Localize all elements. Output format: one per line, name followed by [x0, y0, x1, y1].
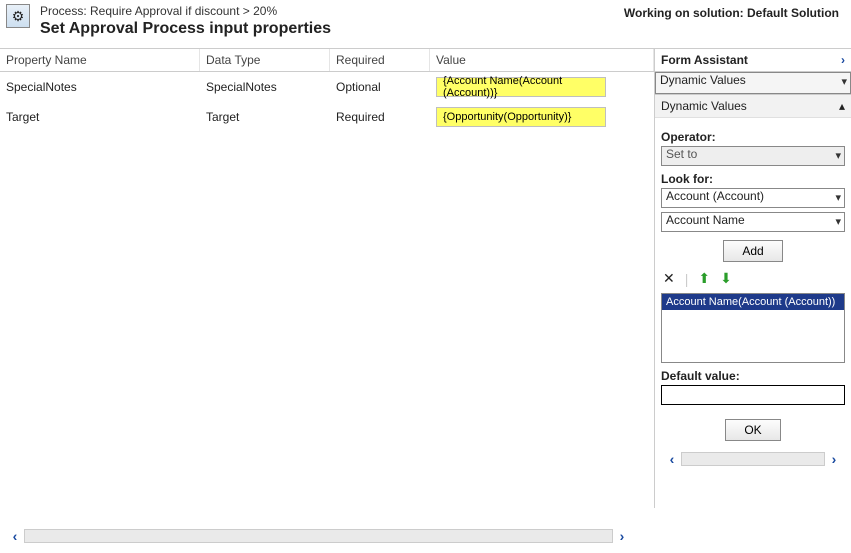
cell-required: Required [330, 110, 430, 124]
solution-prefix: Working on solution: [624, 6, 747, 20]
default-value-input[interactable] [661, 385, 845, 405]
ok-button[interactable]: OK [725, 419, 780, 441]
cell-name: Target [0, 110, 200, 124]
grid-header: Property Name Data Type Required Value [0, 48, 654, 72]
process-label-prefix: Process: [40, 4, 90, 18]
solution-name: Default Solution [747, 6, 839, 20]
move-down-icon[interactable]: ⬇ [720, 270, 732, 287]
process-line: Process: Require Approval if discount > … [40, 4, 624, 18]
solution-line: Working on solution: Default Solution [624, 6, 845, 20]
scroll-right-icon[interactable]: › [825, 451, 843, 467]
value-token[interactable]: {Opportunity(Opportunity)} [436, 107, 606, 127]
default-value-label: Default value: [661, 369, 845, 383]
cell-required: Optional [330, 80, 430, 94]
right-scrollbar[interactable]: ‹ › [661, 451, 845, 467]
lookfor-attribute-select[interactable]: Account Name [661, 212, 845, 232]
col-value[interactable]: Value [430, 49, 654, 71]
chevron-right-icon[interactable]: › [841, 53, 845, 67]
process-name: Require Approval if discount > 20% [90, 4, 277, 18]
scroll-left-icon[interactable]: ‹ [663, 451, 681, 467]
main-scrollbar[interactable]: ‹ › [6, 527, 631, 545]
col-required[interactable]: Required [330, 49, 430, 71]
cell-type: Target [200, 110, 330, 124]
cell-name: SpecialNotes [0, 80, 200, 94]
lookfor-label: Look for: [661, 172, 845, 186]
scroll-left-icon[interactable]: ‹ [6, 528, 24, 544]
table-row[interactable]: Target Target Required {Opportunity(Oppo… [0, 102, 654, 132]
cell-type: SpecialNotes [200, 80, 330, 94]
col-property-name[interactable]: Property Name [0, 49, 200, 71]
section-label: Dynamic Values [661, 99, 747, 113]
assistant-mode-select[interactable]: Dynamic Values [655, 72, 851, 94]
values-list[interactable]: Account Name(Account (Account)) [661, 293, 845, 363]
page-title: Set Approval Process input properties [40, 20, 624, 38]
move-up-icon[interactable]: ⬆ [698, 270, 710, 287]
scroll-track[interactable] [681, 452, 825, 466]
process-icon: ⚙ [6, 4, 30, 28]
form-assistant-label: Form Assistant [661, 53, 748, 67]
delete-icon[interactable]: ✕ [663, 270, 675, 287]
lookfor-entity-select[interactable]: Account (Account) [661, 188, 845, 208]
dynamic-values-section[interactable]: Dynamic Values ▴ [655, 95, 851, 118]
table-row[interactable]: SpecialNotes SpecialNotes Optional {Acco… [0, 72, 654, 102]
col-data-type[interactable]: Data Type [200, 49, 330, 71]
add-button[interactable]: Add [723, 240, 782, 262]
separator: | [685, 271, 689, 287]
grid-body: SpecialNotes SpecialNotes Optional {Acco… [0, 72, 654, 508]
scroll-track[interactable] [24, 529, 613, 543]
operator-label: Operator: [661, 130, 845, 144]
value-token[interactable]: {Account Name(Account (Account))} [436, 77, 606, 97]
form-assistant-title: Form Assistant › [655, 48, 851, 72]
list-item[interactable]: Account Name(Account (Account)) [662, 294, 844, 310]
scroll-right-icon[interactable]: › [613, 528, 631, 544]
collapse-icon[interactable]: ▴ [839, 99, 845, 113]
operator-select[interactable]: Set to [661, 146, 845, 166]
cell-value[interactable]: {Opportunity(Opportunity)} [430, 107, 654, 127]
cell-value[interactable]: {Account Name(Account (Account))} [430, 77, 654, 97]
